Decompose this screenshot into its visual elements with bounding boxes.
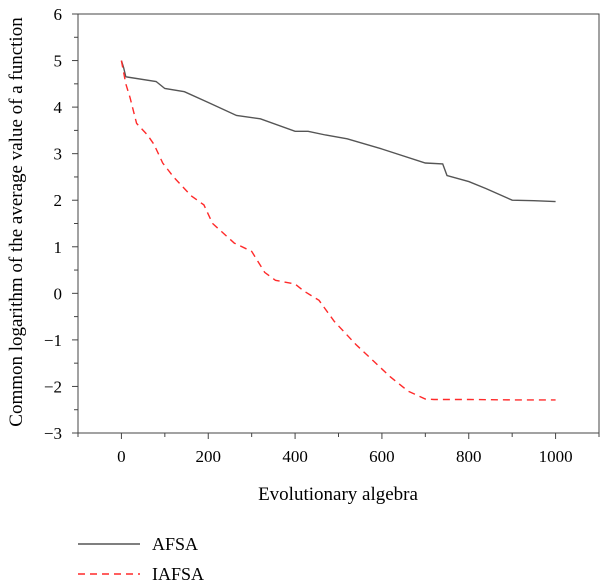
- y-tick-label: 5: [54, 52, 63, 71]
- x-axis: 0 200 400 600 800 1000: [77, 433, 600, 466]
- y-tick-label: −1: [44, 331, 62, 350]
- y-tick-label: 4: [54, 98, 63, 117]
- x-tick-label: 400: [282, 447, 308, 466]
- y-tick-label: 0: [54, 284, 63, 303]
- x-tick-label: 800: [456, 447, 482, 466]
- series-line-afsa: [120, 60, 556, 203]
- x-tick-label: 200: [196, 447, 222, 466]
- legend: AFSA IAFSA: [78, 534, 204, 584]
- plot-frame: [77, 13, 600, 434]
- legend-label-iafsa: IAFSA: [152, 564, 204, 584]
- y-axis: −3 −2 −1 0 1 2 3 4 5 6: [44, 5, 78, 443]
- y-tick-label: 6: [54, 5, 63, 24]
- x-tick-label: 600: [369, 447, 395, 466]
- y-axis-title: Common logarithm of the average value of…: [6, 17, 27, 427]
- x-tick-label: 0: [117, 447, 126, 466]
- x-tick-label: 1000: [539, 447, 573, 466]
- x-axis-title: Evolutionary algebra: [258, 484, 418, 505]
- y-tick-label: 1: [54, 238, 63, 257]
- y-tick-label: −3: [44, 424, 62, 443]
- series-layer: [120, 60, 556, 401]
- y-tick-label: 3: [54, 145, 63, 164]
- legend-label-afsa: AFSA: [152, 534, 198, 554]
- y-tick-label: −2: [44, 377, 62, 396]
- y-tick-label: 2: [54, 191, 63, 210]
- series-line-iafsa: [120, 60, 556, 401]
